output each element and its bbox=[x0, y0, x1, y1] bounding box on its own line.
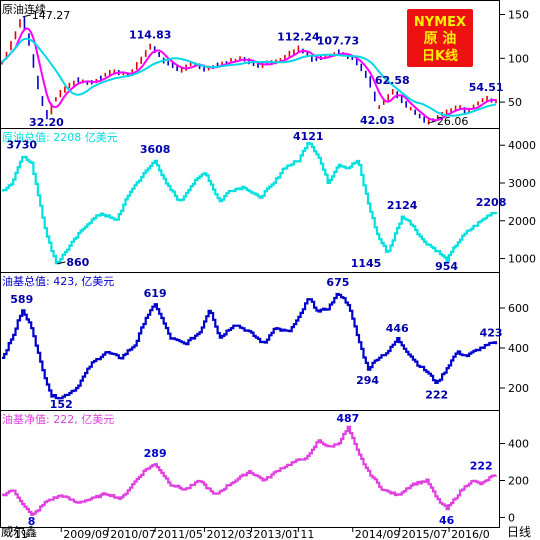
annotation-label: 675 bbox=[326, 276, 349, 289]
y-tick-label: 1000 bbox=[508, 253, 536, 266]
annotation-label: 487 bbox=[336, 412, 359, 425]
annotation-label: 112.24 bbox=[277, 31, 320, 44]
time-tick-label: 2016/0 bbox=[451, 528, 490, 540]
time-tick-label: 11 bbox=[300, 528, 314, 540]
y-tick-label: 400 bbox=[508, 342, 529, 355]
y-tick-label: 200 bbox=[508, 475, 529, 488]
panel-title: 油基总值: 423, 亿美元 bbox=[2, 274, 114, 288]
ma-slow-line bbox=[1, 37, 497, 117]
badge-line-2: 原 油 bbox=[424, 30, 457, 47]
annotation-leader bbox=[22, 14, 31, 18]
period-label: 日线 bbox=[507, 525, 531, 539]
time-tick-label: 2012/03 bbox=[207, 528, 253, 540]
annotation-label: 152 bbox=[50, 398, 73, 411]
annotation-label: 446 bbox=[386, 322, 409, 335]
series-line bbox=[2, 292, 498, 400]
time-tick-label: 2015/07 bbox=[402, 528, 448, 540]
annotation-label: 589 bbox=[10, 293, 33, 306]
series-line bbox=[2, 425, 498, 516]
annotation-label: 32.20 bbox=[29, 116, 64, 129]
time-tick-label: 2013/01 bbox=[253, 528, 299, 540]
y-tick-label: 2000 bbox=[508, 215, 536, 228]
panel-title: 油基净值: 222, 亿美元 bbox=[2, 412, 114, 426]
panel-title: 原油连续 bbox=[2, 2, 46, 16]
spec-net-panel: 0 200 400 油基净值: 222, 亿美元 8 289 487 46 222 bbox=[0, 410, 529, 528]
y-tick-label: 150 bbox=[508, 9, 529, 22]
panel-frame bbox=[0, 128, 500, 273]
y-tick-label: 600 bbox=[508, 302, 529, 315]
annotation-label: 62.58 bbox=[375, 74, 410, 87]
watermark-label: 威尔鑫 bbox=[1, 524, 37, 539]
annotation-label: 294 bbox=[356, 374, 379, 387]
annotation-leader bbox=[427, 120, 436, 124]
badge-line-3: 日K线 bbox=[422, 48, 458, 64]
series-line bbox=[2, 142, 498, 265]
time-tick-label: 11 bbox=[14, 528, 28, 540]
y-tick-label: 50 bbox=[508, 96, 522, 109]
annotation-label: 46 bbox=[439, 514, 455, 527]
y-tick-label: 100 bbox=[508, 52, 529, 65]
y-tick-label: 400 bbox=[508, 438, 529, 451]
time-tick-label: 2010/07 bbox=[110, 528, 156, 540]
time-tick-label: 2011/05 bbox=[157, 528, 203, 540]
annotation-label: 147.27 bbox=[32, 9, 71, 22]
annotation-label: 860 bbox=[66, 256, 89, 269]
annotation-label: 8 bbox=[28, 515, 36, 528]
time-tick-label: 2009/09 bbox=[63, 528, 109, 540]
spec-total-panel: 200 400 600 油基总值: 423, 亿美元 589 152 619 675 294 44… bbox=[0, 272, 529, 411]
annotation-label: 4121 bbox=[293, 130, 324, 143]
badge-background bbox=[407, 9, 473, 67]
annotation-label: 222 bbox=[470, 459, 493, 472]
annotation-label: 954 bbox=[435, 260, 458, 273]
annotation-label: 3730 bbox=[6, 138, 37, 151]
annotation-label: 619 bbox=[144, 287, 167, 300]
y-tick-label: 4000 bbox=[508, 139, 536, 152]
annotation-label: 2124 bbox=[387, 199, 418, 212]
time-axis: 11 2009/09 2010/07 2011/05 2012/03 2013/01 11 2… bbox=[0, 527, 500, 540]
y-tick-label: 200 bbox=[508, 382, 529, 395]
panel-title: 原油总值: 2208 亿美元 bbox=[2, 130, 118, 144]
annotation-label: 423 bbox=[480, 326, 503, 339]
panel-frame bbox=[0, 410, 500, 528]
ma-fast-line bbox=[1, 27, 496, 122]
annotation-label: 107.73 bbox=[317, 35, 359, 48]
time-tick-label: 2014/09 bbox=[355, 528, 401, 540]
annotation-label: 26.06 bbox=[437, 115, 469, 128]
annotation-label: 114.83 bbox=[129, 28, 171, 41]
annotation-label: 54.51 bbox=[469, 81, 504, 94]
annotation-leader bbox=[57, 261, 66, 265]
y-tick-label: 0 bbox=[508, 511, 515, 524]
annotation-label: 3608 bbox=[140, 143, 171, 156]
nymex-crude-daily-badge: NYMEX 原 油 日K线 bbox=[407, 9, 473, 67]
annotation-label: 289 bbox=[144, 447, 167, 460]
y-tick-label: 3000 bbox=[508, 177, 536, 190]
annotation-label: 2208 bbox=[476, 196, 507, 209]
annotation-label: 42.03 bbox=[360, 114, 395, 127]
badge-line-1: NYMEX bbox=[414, 15, 466, 30]
annotation-label: 1145 bbox=[351, 257, 382, 270]
annotation-label: 222 bbox=[425, 389, 448, 402]
